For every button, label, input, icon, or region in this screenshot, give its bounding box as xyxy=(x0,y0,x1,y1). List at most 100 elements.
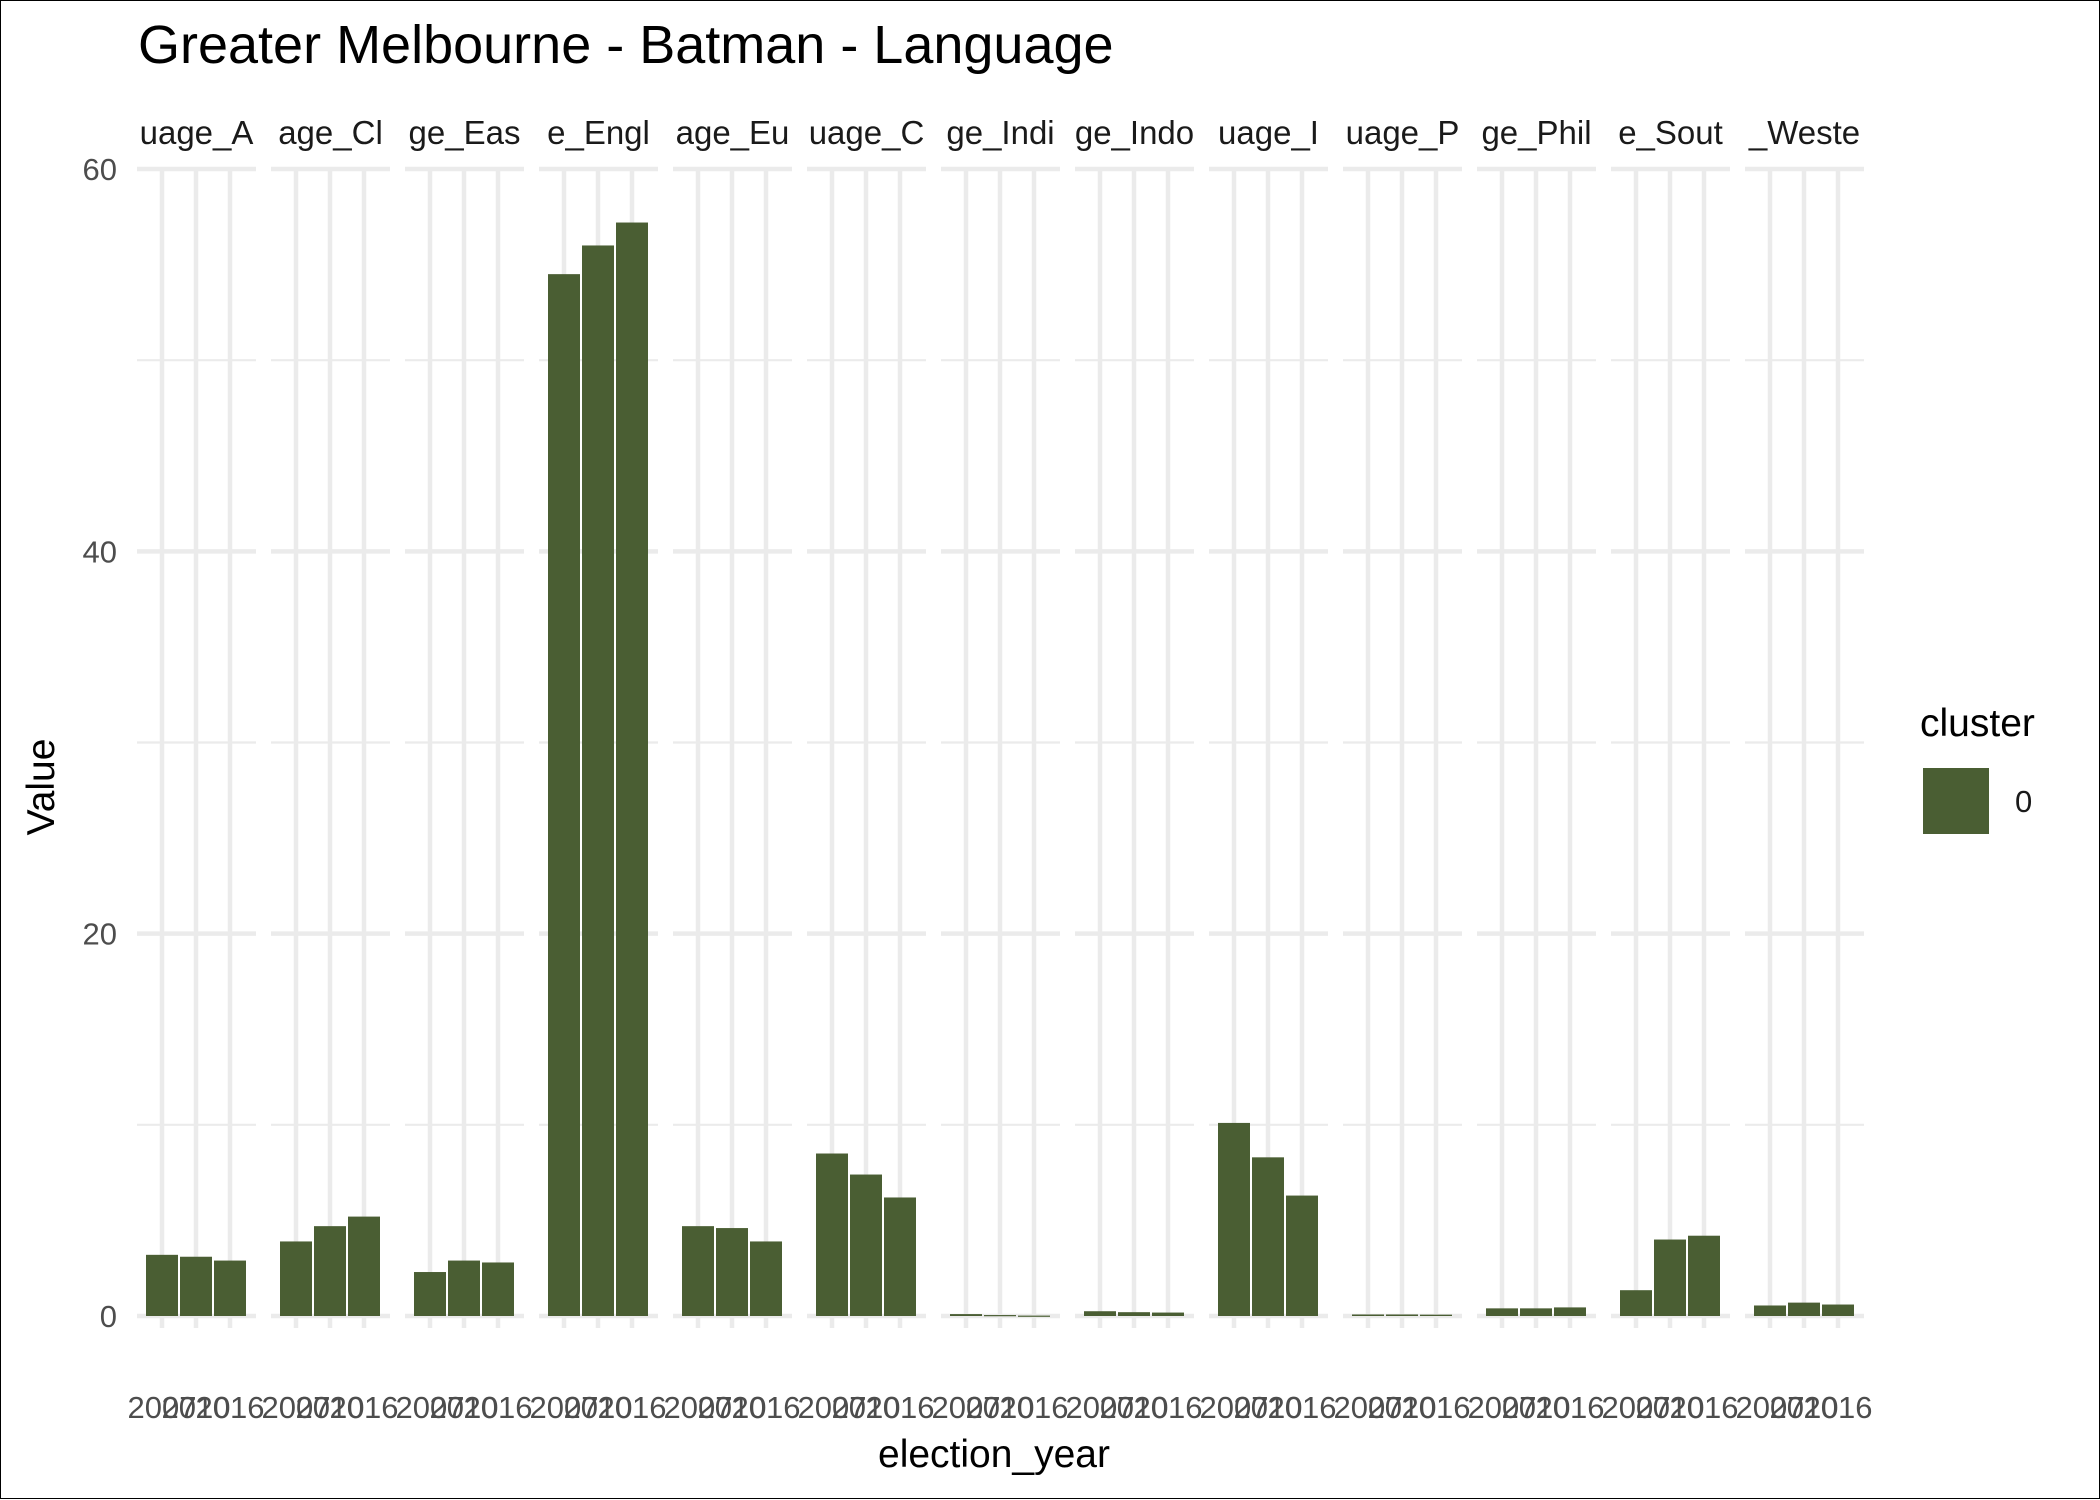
bar-ge_Indi-2007 xyxy=(950,1314,982,1316)
y-tick-label: 0 xyxy=(100,1299,117,1334)
facet-label: age_Eu xyxy=(676,114,790,151)
bar-e_Engl-2016 xyxy=(616,222,648,1317)
bar-_Weste-2010 xyxy=(1788,1302,1820,1316)
legend: cluster 0 xyxy=(1920,702,2035,834)
x-tick-label: 2016 xyxy=(1804,1390,1873,1425)
chart-title: Greater Melbourne - Batman - Language xyxy=(138,15,1114,75)
facet-label: e_Engl xyxy=(547,114,650,151)
x-tick-label: 2010 xyxy=(430,1390,499,1425)
bar-ge_Indo-2010 xyxy=(1118,1312,1150,1316)
x-tick-label: 2010 xyxy=(966,1390,1035,1425)
x-tick-label: 2010 xyxy=(1636,1390,1705,1425)
x-tick-label: 2007 xyxy=(1602,1390,1671,1425)
x-tick-label: 2010 xyxy=(564,1390,633,1425)
y-axis: 0 20 40 60 xyxy=(83,152,117,1334)
bar-e_Sout-2007 xyxy=(1620,1290,1652,1316)
x-tick-label: 2016 xyxy=(1000,1390,1069,1425)
x-tick-label: 2016 xyxy=(1268,1390,1337,1425)
bar-e_Sout-2016 xyxy=(1688,1235,1720,1316)
x-tick-label: 2007 xyxy=(262,1390,331,1425)
bar-uage_C-2007 xyxy=(816,1153,848,1316)
bar-e_Engl-2007 xyxy=(548,274,580,1317)
bar-uage_C-2016 xyxy=(884,1197,916,1316)
x-tick-label: 2016 xyxy=(866,1390,935,1425)
legend-label-cluster-0: 0 xyxy=(2015,784,2032,819)
x-tick-label: 2010 xyxy=(296,1390,365,1425)
facet-label: uage_C xyxy=(809,114,925,151)
x-tick-label: 2016 xyxy=(1536,1390,1605,1425)
bar-ge_Indo-2016 xyxy=(1152,1312,1184,1316)
x-tick-label: 2016 xyxy=(1402,1390,1471,1425)
x-tick-label: 2010 xyxy=(1770,1390,1839,1425)
bar-age_Cl-2010 xyxy=(314,1226,346,1316)
bar-ge_Indi-2016 xyxy=(1018,1315,1050,1317)
bar-e_Engl-2010 xyxy=(582,245,614,1316)
x-tick-label: 2007 xyxy=(396,1390,465,1425)
facet-label: _Weste xyxy=(1748,114,1860,151)
x-axis: 2007201020162007201020162007201020162007… xyxy=(128,1390,1873,1425)
legend-title: cluster xyxy=(1920,702,2035,745)
x-tick-label: 2010 xyxy=(698,1390,767,1425)
x-tick-label: 2007 xyxy=(798,1390,867,1425)
bar-_Weste-2007 xyxy=(1754,1305,1786,1316)
x-tick-label: 2016 xyxy=(1670,1390,1739,1425)
facet-label: age_Cl xyxy=(278,114,383,151)
x-tick-label: 2016 xyxy=(1134,1390,1203,1425)
bar-uage_A-2010 xyxy=(180,1256,212,1316)
bar-uage_P-2007 xyxy=(1352,1314,1384,1316)
bar-ge_Eas-2007 xyxy=(414,1272,446,1316)
bar-age_Eu-2016 xyxy=(750,1241,782,1316)
x-tick-label: 2010 xyxy=(162,1390,231,1425)
bar-uage_P-2010 xyxy=(1386,1314,1418,1316)
y-axis-title: Value xyxy=(20,739,63,836)
x-tick-label: 2007 xyxy=(1468,1390,1537,1425)
x-tick-label: 2007 xyxy=(664,1390,733,1425)
facet-label: ge_Eas xyxy=(409,114,521,151)
y-tick-label: 60 xyxy=(83,152,117,187)
x-tick-label: 2007 xyxy=(128,1390,197,1425)
x-tick-label: 2016 xyxy=(464,1390,533,1425)
bar-uage_I-2016 xyxy=(1286,1195,1318,1316)
facet-label: ge_Indi xyxy=(946,114,1054,151)
y-tick-label: 40 xyxy=(83,534,117,569)
bar-age_Cl-2016 xyxy=(348,1216,380,1316)
bar-age_Cl-2007 xyxy=(280,1241,312,1316)
legend-key-cluster-0 xyxy=(1923,768,1989,834)
bar-uage_A-2007 xyxy=(146,1254,178,1316)
bar-age_Eu-2007 xyxy=(682,1226,714,1316)
bar-ge_Phil-2010 xyxy=(1520,1308,1552,1316)
bar-ge_Phil-2016 xyxy=(1554,1307,1586,1316)
bar-ge_Eas-2010 xyxy=(448,1260,480,1316)
x-tick-label: 2007 xyxy=(1200,1390,1269,1425)
bar-ge_Phil-2007 xyxy=(1486,1308,1518,1316)
facet-label: uage_I xyxy=(1218,114,1319,151)
x-axis-title: election_year xyxy=(878,1433,1110,1476)
x-tick-label: 2016 xyxy=(732,1390,801,1425)
bar-uage_I-2007 xyxy=(1218,1122,1250,1316)
bar-uage_A-2016 xyxy=(214,1260,246,1316)
facet-strip-labels: uage_A age_Cl ge_Eas e_Engl age_Eu uage_C ge_I… xyxy=(140,114,1861,151)
y-tick-label: 20 xyxy=(83,917,117,952)
x-tick-label: 2010 xyxy=(1100,1390,1169,1425)
x-tick-label: 2016 xyxy=(598,1390,667,1425)
x-tick-label: 2016 xyxy=(330,1390,399,1425)
x-tick-label: 2010 xyxy=(832,1390,901,1425)
facet-label: ge_Phil xyxy=(1481,114,1591,151)
x-tick-label: 2010 xyxy=(1368,1390,1437,1425)
bar-uage_P-2016 xyxy=(1420,1314,1452,1316)
facet-label: uage_P xyxy=(1346,114,1460,151)
x-tick-label: 2007 xyxy=(1736,1390,1805,1425)
gridlines xyxy=(137,166,1864,1328)
bars xyxy=(146,222,1854,1317)
facet-label: ge_Indo xyxy=(1075,114,1194,151)
bar-e_Sout-2010 xyxy=(1654,1239,1686,1316)
bar-age_Eu-2010 xyxy=(716,1228,748,1316)
bar-_Weste-2016 xyxy=(1822,1304,1854,1316)
x-tick-label: 2016 xyxy=(196,1390,265,1425)
x-tick-label: 2007 xyxy=(530,1390,599,1425)
bar-ge_Indi-2010 xyxy=(984,1315,1016,1317)
x-tick-label: 2010 xyxy=(1234,1390,1303,1425)
bar-uage_I-2010 xyxy=(1252,1157,1284,1316)
